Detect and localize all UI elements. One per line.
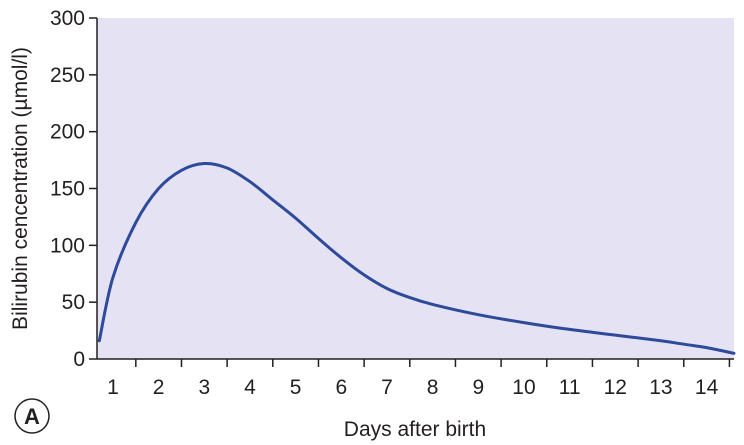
x-tick-label: 2: [153, 376, 165, 399]
x-tick-label: 4: [244, 376, 256, 399]
y-tick-label: 100: [50, 234, 85, 257]
y-axis-label: Bilirubin cencentration (µmol/l): [9, 47, 32, 330]
x-tick-label: 13: [649, 376, 672, 399]
x-tick-label: 5: [290, 376, 302, 399]
x-tick-label: 12: [604, 376, 627, 399]
x-tick-label: 9: [472, 376, 484, 399]
panel-label: A: [24, 404, 40, 429]
x-tick-label: 8: [427, 376, 439, 399]
x-tick-label: 11: [559, 376, 581, 399]
panel-label-circle: [14, 398, 50, 434]
y-tick-label: 300: [50, 7, 85, 30]
series-line: [97, 161, 736, 355]
y-tick-label: 150: [50, 178, 85, 201]
x-tick-label: 3: [198, 376, 210, 399]
x-axis-ticks: 1 2 3 4 5 6 7 8 9 10 11 12 13 14: [107, 359, 731, 399]
x-tick-label: 6: [335, 376, 347, 399]
plot-area: [97, 18, 734, 359]
x-tick-label: 7: [381, 376, 393, 399]
x-axis-label: Days after birth: [344, 418, 486, 441]
y-axis-ticks: 0 50 100 150 200 250 300: [50, 7, 97, 371]
y-tick-label: 50: [62, 291, 85, 314]
x-tick-label: 10: [512, 376, 535, 399]
y-tick-label: 250: [50, 64, 85, 87]
y-tick-label: 0: [73, 348, 85, 371]
x-tick-label: 14: [695, 376, 719, 399]
x-tick-label: 1: [107, 376, 119, 399]
y-tick-label: 200: [50, 121, 85, 144]
